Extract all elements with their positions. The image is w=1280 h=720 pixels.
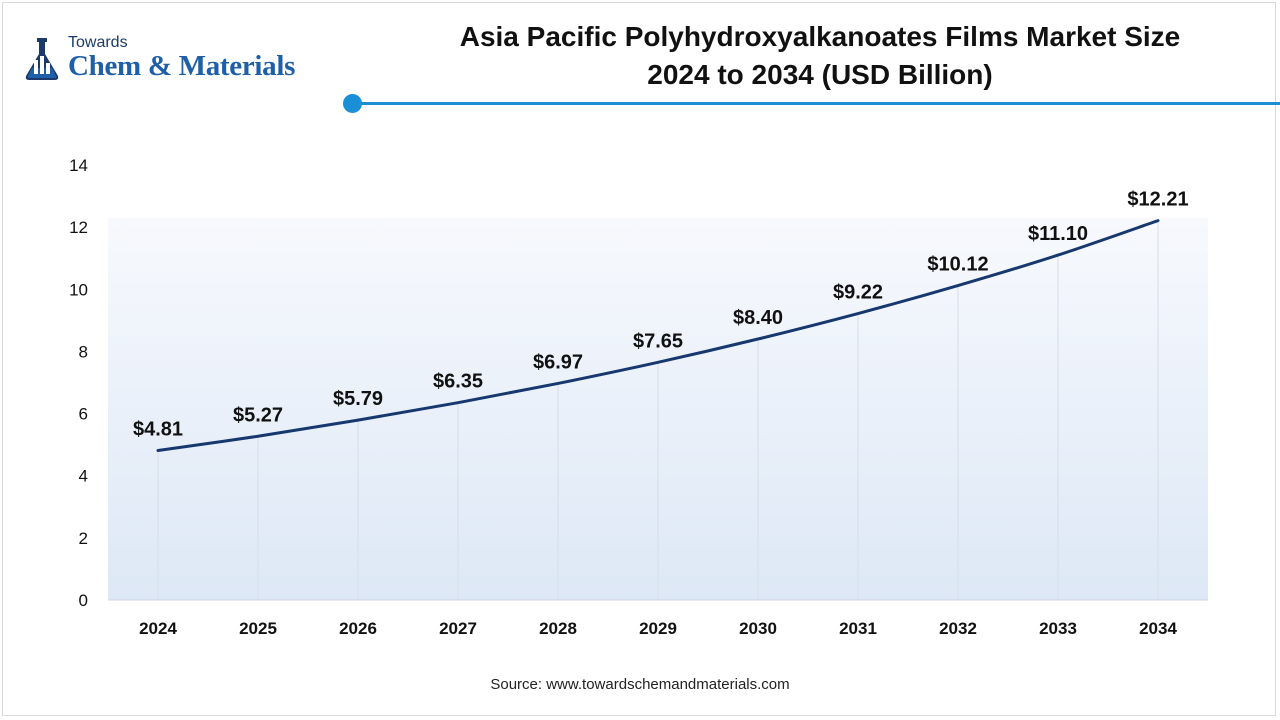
x-tick-label: 2028 <box>539 619 577 638</box>
x-tick-label: 2030 <box>739 619 777 638</box>
data-label: $6.97 <box>533 351 583 373</box>
y-tick-label: 8 <box>79 342 88 361</box>
brand-name: Chem & Materials <box>68 50 296 82</box>
y-tick-label: 0 <box>79 591 88 610</box>
data-label: $5.27 <box>233 404 283 426</box>
y-tick-label: 6 <box>79 405 88 424</box>
x-tick-label: 2029 <box>639 619 677 638</box>
x-tick-label: 2024 <box>139 619 177 638</box>
data-label: $8.40 <box>733 307 783 329</box>
x-tick-label: 2026 <box>339 619 377 638</box>
data-label: $9.22 <box>833 282 883 304</box>
y-tick-label: 12 <box>69 218 88 237</box>
series-line <box>156 219 1160 453</box>
source-note: Source: www.towardschemandmaterials.com <box>490 676 790 693</box>
data-label: $5.79 <box>333 388 383 410</box>
x-tick-label: 2025 <box>239 619 277 638</box>
chart-title: Asia Pacific Polyhydroxyalkanoates Films… <box>380 18 1260 94</box>
y-tick-label: 4 <box>79 467 88 486</box>
data-label: $4.81 <box>133 419 183 441</box>
data-label: $7.65 <box>633 330 683 352</box>
flask-icon <box>25 38 59 80</box>
title-divider-dot <box>343 94 362 113</box>
brand-top: Towards <box>68 34 128 51</box>
title-line-1: Asia Pacific Polyhydroxyalkanoates Films… <box>459 21 1181 52</box>
title-divider <box>352 102 1280 105</box>
x-tick-label: 2033 <box>1039 619 1077 638</box>
x-tick-label: 2027 <box>439 619 477 638</box>
y-tick-label: 2 <box>79 529 88 548</box>
title-line-2: 2024 to 2034 (USD Billion) <box>647 59 993 90</box>
brand-logo: Towards Chem & Materials <box>22 34 342 84</box>
x-tick-label: 2034 <box>1139 619 1177 638</box>
x-tick-label: 2032 <box>939 619 977 638</box>
x-tick-label: 2031 <box>839 619 877 638</box>
y-tick-label: 10 <box>69 280 88 299</box>
data-label: $12.21 <box>1127 189 1188 211</box>
data-label: $11.10 <box>1028 223 1088 245</box>
data-label: $10.12 <box>927 254 988 276</box>
y-tick-label: 14 <box>69 156 88 175</box>
data-label: $6.35 <box>433 371 483 393</box>
